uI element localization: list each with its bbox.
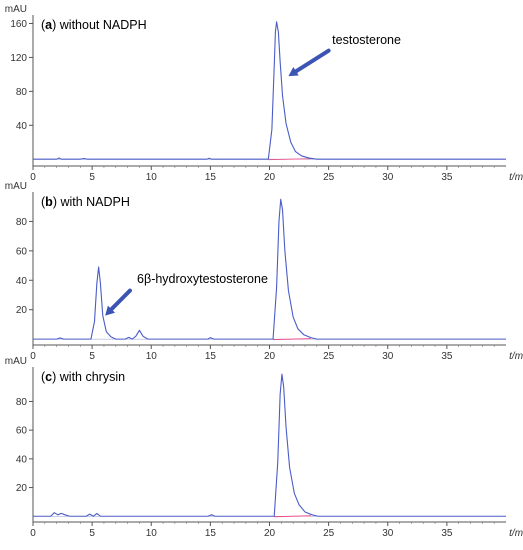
y-tick-label: 20 (16, 483, 28, 494)
annotation-arrow-head (105, 305, 116, 316)
x-tick-label: 25 (323, 172, 335, 183)
x-tick-label: 15 (205, 172, 217, 183)
x-tick-label: 5 (89, 528, 95, 539)
x-tick-label: 10 (146, 172, 158, 183)
panel-letter: a (45, 18, 53, 32)
x-tick-label: 5 (89, 351, 95, 362)
x-tick-label: 15 (205, 351, 217, 362)
panel-title: (b) with NADPH (41, 195, 130, 209)
annotation-arrow-head (288, 67, 299, 77)
x-tick-label: 15 (205, 528, 217, 539)
x-tick-label: 35 (441, 528, 453, 539)
x-tick-label: 20 (264, 528, 276, 539)
y-tick-label: 60 (16, 246, 28, 257)
x-tick-label: 30 (382, 528, 394, 539)
panel-title: (a) without NADPH (41, 18, 147, 32)
panel-title-prefix: ( (41, 18, 46, 32)
peak-annotation: 6β-hydroxytestosterone (137, 272, 268, 286)
y-tick-label: 40 (16, 121, 28, 132)
y-tick-label: 80 (16, 217, 28, 228)
x-axis-label: t/min (509, 351, 523, 362)
x-tick-label: 25 (323, 351, 335, 362)
annotation-arrow-shaft (294, 48, 331, 74)
x-tick-label: 35 (441, 172, 453, 183)
x-tick-label: 30 (382, 351, 394, 362)
x-tick-label: 0 (30, 351, 36, 362)
panel-title-rest: ) with chrysin (52, 370, 125, 384)
y-tick-label: 40 (16, 276, 28, 287)
panel-title-rest: ) without NADPH (52, 18, 146, 32)
chromatogram-trace (33, 198, 506, 340)
x-tick-label: 30 (382, 172, 394, 183)
x-tick-label: 35 (441, 351, 453, 362)
y-tick-label: 20 (16, 305, 28, 316)
panel-title-rest: ) with NADPH (53, 195, 130, 209)
x-tick-label: 0 (30, 528, 36, 539)
panel-title: (c) with chrysin (41, 370, 125, 384)
peak-annotation: testosterone (332, 33, 401, 47)
y-axis-label: mAU (5, 4, 27, 15)
y-axis-label: mAU (5, 181, 27, 192)
y-tick-label: 60 (16, 426, 28, 437)
y-axis-label: mAU (5, 356, 27, 367)
y-tick-label: 40 (16, 454, 28, 465)
chromatogram-trace (33, 373, 506, 517)
x-tick-label: 10 (146, 351, 158, 362)
y-tick-label: 120 (10, 53, 27, 64)
panel-letter: c (45, 370, 52, 384)
y-tick-label: 80 (16, 397, 28, 408)
x-axis-label: t/min (509, 528, 523, 539)
integration-baseline (268, 158, 311, 161)
annotation-arrow-shaft (109, 288, 132, 312)
x-tick-label: 5 (89, 172, 95, 183)
y-tick-label: 160 (10, 19, 27, 30)
panel-c: 0 5 10 15 20 25 30 35 20 40 60 80 mAU t/min (c) with c… (5, 356, 523, 539)
x-axis-label: t/min (509, 172, 523, 183)
x-tick-label: 0 (30, 172, 36, 183)
x-tick-label: 10 (146, 528, 158, 539)
panel-letter: b (45, 195, 53, 209)
y-tick-label: 80 (16, 87, 28, 98)
x-tick-label: 20 (264, 172, 276, 183)
integration-baseline (274, 515, 311, 518)
x-tick-label: 25 (323, 528, 335, 539)
panel-title-prefix: ( (41, 370, 46, 384)
chromatogram-trace (33, 21, 506, 160)
panel-title-prefix: ( (41, 195, 46, 209)
panel-b: 0 5 10 15 20 25 30 35 20 40 60 80 mAU t/min (b) with N… (5, 181, 523, 362)
x-tick-label: 20 (264, 351, 276, 362)
panel-a: 0 5 10 15 20 25 30 35 40 80 120 160 mAU t/min (a) with… (5, 4, 523, 183)
integration-baseline (273, 338, 311, 341)
